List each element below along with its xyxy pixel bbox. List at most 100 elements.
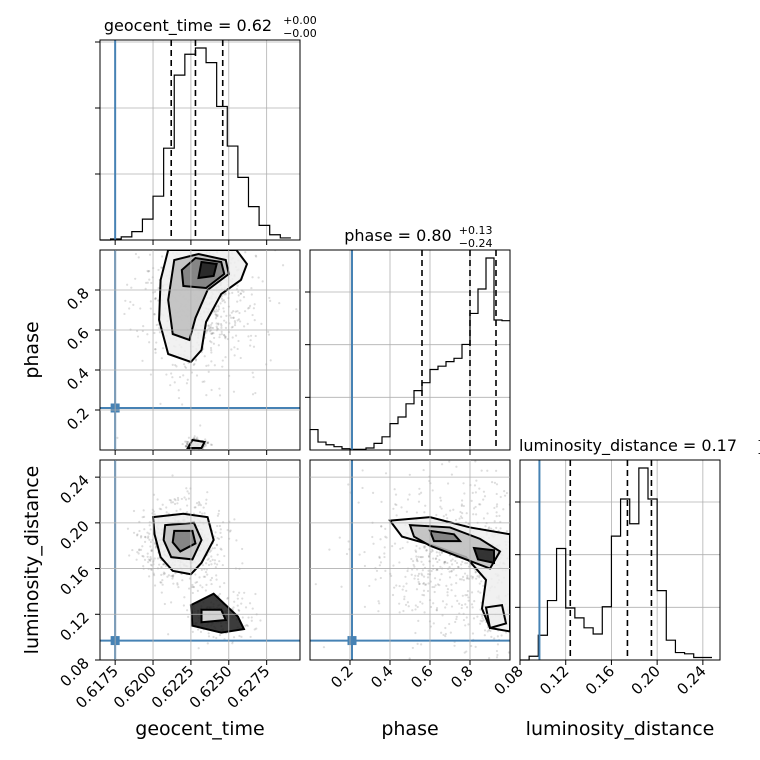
sample-point	[241, 597, 244, 600]
sample-point	[220, 535, 223, 539]
title-upper-error: +0.13	[459, 224, 493, 237]
sample-point	[174, 364, 177, 367]
sample-point	[187, 440, 190, 444]
sample-point	[422, 589, 426, 592]
sample-point	[131, 548, 134, 552]
sample-point	[199, 630, 203, 634]
sample-point	[153, 584, 157, 587]
sample-point	[233, 320, 236, 323]
sample-point	[436, 560, 439, 564]
sample-point	[173, 381, 176, 384]
sample-point	[157, 287, 160, 290]
sample-point	[455, 617, 458, 621]
sample-point	[214, 221, 216, 223]
sample-point	[471, 491, 474, 494]
sample-point	[438, 551, 441, 554]
sample-point	[184, 366, 188, 369]
sample-point	[481, 620, 484, 623]
contour-line	[189, 592, 246, 634]
sample-point	[515, 510, 517, 512]
sample-point	[191, 591, 194, 595]
sample-point	[374, 578, 377, 581]
sample-point	[210, 563, 213, 566]
sample-point	[146, 552, 149, 555]
sample-point	[414, 608, 417, 611]
sample-point	[184, 440, 187, 443]
sample-point	[585, 499, 587, 501]
sample-point	[216, 314, 219, 318]
sample-point	[448, 570, 451, 573]
sample-point	[375, 569, 379, 572]
sample-point	[481, 614, 484, 617]
sample-point	[432, 557, 435, 560]
sample-point	[209, 560, 212, 563]
sample-point	[158, 326, 161, 330]
sample-point	[205, 393, 208, 397]
sample-point	[535, 503, 537, 505]
sample-point	[218, 524, 221, 528]
sample-point	[378, 555, 381, 558]
sample-point	[435, 608, 438, 611]
panel-frame	[309, 459, 511, 661]
sample-point	[371, 535, 374, 539]
sample-point	[167, 512, 170, 515]
sample-point	[493, 520, 496, 523]
gridlines	[520, 460, 720, 660]
sample-point	[466, 590, 470, 593]
sample-point	[217, 240, 219, 242]
sample-point	[205, 583, 208, 586]
sample-point	[181, 442, 184, 446]
sample-point	[207, 324, 210, 327]
y-tick-label: 0.16	[56, 563, 92, 599]
sample-point	[445, 513, 448, 516]
sample-point	[251, 393, 255, 396]
sample-point	[234, 321, 237, 324]
sample-point	[224, 214, 226, 216]
sample-point	[217, 308, 221, 311]
sample-point	[413, 577, 416, 580]
sample-point	[149, 307, 152, 310]
sample-point	[503, 494, 507, 497]
sample-point	[473, 600, 476, 603]
sample-point	[187, 587, 191, 590]
sample-point	[126, 283, 129, 286]
hist-panel-geocent_time	[95, 39, 301, 241]
sample-point	[490, 635, 493, 638]
sample-point	[533, 642, 535, 644]
sample-point	[466, 574, 469, 577]
sample-point	[533, 523, 535, 525]
sample-point	[478, 503, 481, 506]
sample-point	[478, 487, 481, 490]
sample-point	[242, 325, 246, 328]
sample-point	[361, 469, 364, 472]
sample-point	[462, 482, 465, 485]
sample-point	[543, 576, 545, 578]
sample-point	[184, 445, 187, 448]
sample-point	[454, 559, 457, 563]
sample-point	[220, 324, 223, 327]
sample-point	[185, 445, 188, 448]
sample-point	[240, 635, 243, 638]
sample-point	[229, 529, 232, 532]
sample-point	[215, 574, 218, 577]
density-fill	[486, 605, 506, 628]
sample-point	[188, 216, 190, 218]
sample-point	[142, 564, 145, 568]
sample-point	[150, 549, 153, 553]
sample-point	[217, 509, 221, 512]
sample-point	[232, 390, 236, 393]
sample-point	[214, 312, 217, 316]
sample-point	[213, 309, 216, 312]
sample-point	[219, 531, 222, 534]
sample-point	[203, 242, 205, 244]
sample-point	[196, 628, 200, 631]
sample-point	[404, 575, 407, 578]
sample-point	[196, 436, 199, 439]
sample-point	[406, 541, 409, 544]
sample-point	[446, 561, 449, 565]
sample-point	[415, 511, 418, 514]
sample-point	[384, 535, 387, 538]
sample-point	[149, 563, 153, 566]
sample-point	[243, 591, 246, 594]
sample-point	[422, 563, 425, 566]
